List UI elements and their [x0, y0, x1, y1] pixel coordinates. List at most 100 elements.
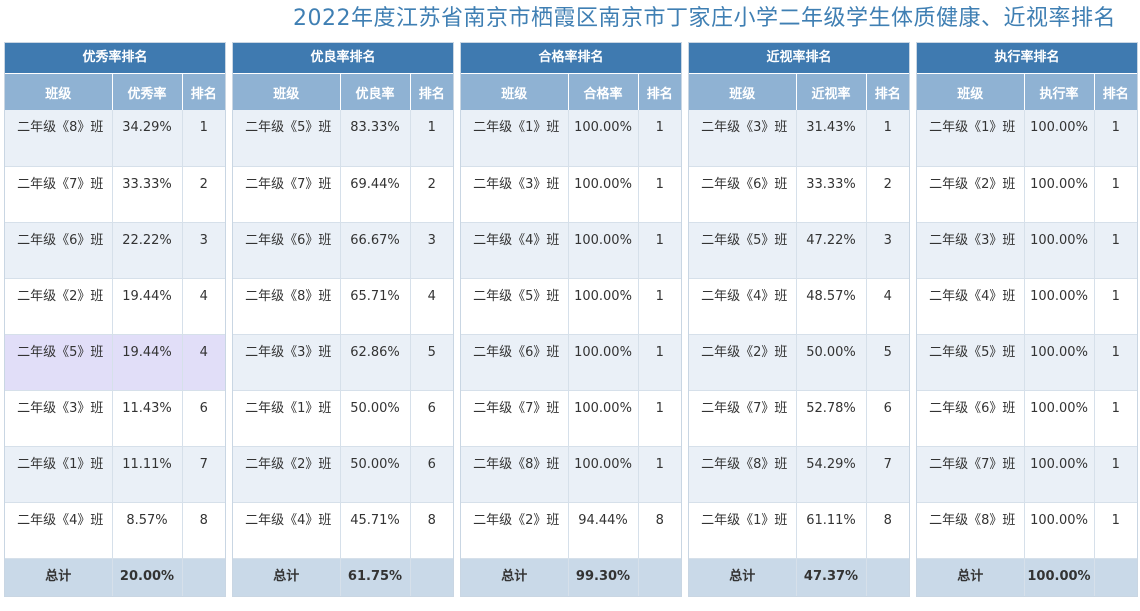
table-row[interactable]: 二年级《4》班 48.57% 4	[689, 278, 909, 335]
total-row: 总计 20.00%	[5, 558, 225, 596]
table-row-highlighted[interactable]: 二年级《5》班 19.44% 4	[5, 334, 225, 391]
column-header-class[interactable]: 班级	[689, 74, 797, 110]
total-value: 20.00%	[112, 558, 183, 596]
rate-cell: 11.11%	[112, 446, 183, 503]
rate-cell: 94.44%	[568, 502, 639, 559]
column-header-class[interactable]: 班级	[461, 74, 569, 110]
rate-cell: 65.71%	[340, 278, 411, 335]
column-header-rank[interactable]: 排名	[182, 74, 225, 110]
table-row[interactable]: 二年级《2》班 50.00% 6	[233, 446, 453, 503]
total-row: 总计 100.00%	[917, 558, 1137, 596]
column-header-rate[interactable]: 合格率	[568, 74, 639, 110]
column-header-rate[interactable]: 优良率	[340, 74, 411, 110]
table-row[interactable]: 二年级《5》班 100.00% 1	[461, 278, 681, 335]
rate-cell: 52.78%	[796, 390, 867, 447]
table-row[interactable]: 二年级《8》班 65.71% 4	[233, 278, 453, 335]
total-label: 总计	[917, 558, 1025, 596]
rate-cell: 100.00%	[1024, 110, 1095, 167]
table-row[interactable]: 二年级《7》班 100.00% 1	[461, 390, 681, 447]
rank-cell: 1	[638, 166, 681, 223]
rate-cell: 45.71%	[340, 502, 411, 559]
column-header-rank[interactable]: 排名	[638, 74, 681, 110]
class-cell: 二年级《1》班	[917, 110, 1025, 167]
table-row[interactable]: 二年级《6》班 100.00% 1	[461, 334, 681, 391]
table-row[interactable]: 二年级《2》班 94.44% 8	[461, 502, 681, 559]
class-cell: 二年级《2》班	[233, 446, 341, 503]
rank-cell: 2	[182, 166, 225, 223]
class-cell: 二年级《5》班	[689, 222, 797, 279]
rank-cell: 7	[866, 446, 909, 503]
table-row[interactable]: 二年级《2》班 100.00% 1	[917, 166, 1137, 223]
rate-cell: 19.44%	[112, 334, 183, 391]
table-row[interactable]: 二年级《7》班 33.33% 2	[5, 166, 225, 223]
column-header-class[interactable]: 班级	[5, 74, 113, 110]
table-row[interactable]: 二年级《1》班 61.11% 8	[689, 502, 909, 559]
table-row[interactable]: 二年级《6》班 66.67% 3	[233, 222, 453, 279]
table-row[interactable]: 二年级《1》班 100.00% 1	[461, 110, 681, 167]
panel-excellent-rate: 优秀率排名 班级 优秀率 排名 二年级《8》班 34.29% 1 二年级《7》班 33…	[4, 42, 226, 597]
table-row[interactable]: 二年级《5》班 83.33% 1	[233, 110, 453, 167]
table-row[interactable]: 二年级《3》班 31.43% 1	[689, 110, 909, 167]
table-row[interactable]: 二年级《4》班 100.00% 1	[461, 222, 681, 279]
class-cell: 二年级《5》班	[5, 334, 113, 391]
table-row[interactable]: 二年级《6》班 100.00% 1	[917, 390, 1137, 447]
column-header-rate[interactable]: 优秀率	[112, 74, 183, 110]
table-row[interactable]: 二年级《2》班 50.00% 5	[689, 334, 909, 391]
table-row[interactable]: 二年级《7》班 69.44% 2	[233, 166, 453, 223]
rank-cell: 2	[410, 166, 453, 223]
rate-cell: 66.67%	[340, 222, 411, 279]
table-row[interactable]: 二年级《5》班 47.22% 3	[689, 222, 909, 279]
table-row[interactable]: 二年级《3》班 100.00% 1	[461, 166, 681, 223]
table-row[interactable]: 二年级《3》班 11.43% 6	[5, 390, 225, 447]
column-header-class[interactable]: 班级	[233, 74, 341, 110]
column-header-rate[interactable]: 近视率	[796, 74, 867, 110]
table-row[interactable]: 二年级《1》班 100.00% 1	[917, 110, 1137, 167]
ranking-table: 班级 近视率 排名 二年级《3》班 31.43% 1 二年级《6》班 33.33% 2 …	[689, 74, 909, 596]
table-row[interactable]: 二年级《7》班 52.78% 6	[689, 390, 909, 447]
rank-cell: 1	[1094, 446, 1137, 503]
table-row[interactable]: 二年级《3》班 100.00% 1	[917, 222, 1137, 279]
rank-cell: 1	[638, 222, 681, 279]
total-rank-empty	[182, 558, 225, 596]
table-row[interactable]: 二年级《8》班 54.29% 7	[689, 446, 909, 503]
rank-cell: 7	[182, 446, 225, 503]
rank-cell: 1	[638, 446, 681, 503]
column-header-rank[interactable]: 排名	[410, 74, 453, 110]
column-header-rank[interactable]: 排名	[866, 74, 909, 110]
panel-myopia-rate: 近视率排名 班级 近视率 排名 二年级《3》班 31.43% 1 二年级《6》班 33…	[688, 42, 910, 597]
rank-cell: 1	[1094, 166, 1137, 223]
total-label: 总计	[233, 558, 341, 596]
table-row[interactable]: 二年级《1》班 11.11% 7	[5, 446, 225, 503]
table-row[interactable]: 二年级《7》班 100.00% 1	[917, 446, 1137, 503]
total-label: 总计	[689, 558, 797, 596]
table-row[interactable]: 二年级《5》班 100.00% 1	[917, 334, 1137, 391]
table-row[interactable]: 二年级《4》班 45.71% 8	[233, 502, 453, 559]
table-row[interactable]: 二年级《8》班 100.00% 1	[461, 446, 681, 503]
table-row[interactable]: 二年级《4》班 100.00% 1	[917, 278, 1137, 335]
table-row[interactable]: 二年级《8》班 100.00% 1	[917, 502, 1137, 559]
rate-cell: 50.00%	[340, 446, 411, 503]
class-cell: 二年级《2》班	[5, 278, 113, 335]
total-label: 总计	[5, 558, 113, 596]
rate-cell: 100.00%	[1024, 222, 1095, 279]
total-value: 61.75%	[340, 558, 411, 596]
table-row[interactable]: 二年级《8》班 34.29% 1	[5, 110, 225, 167]
rank-cell: 3	[866, 222, 909, 279]
table-row[interactable]: 二年级《6》班 33.33% 2	[689, 166, 909, 223]
rate-cell: 54.29%	[796, 446, 867, 503]
total-value: 47.37%	[796, 558, 867, 596]
rate-cell: 33.33%	[112, 166, 183, 223]
ranking-table: 班级 优秀率 排名 二年级《8》班 34.29% 1 二年级《7》班 33.33% 2 …	[5, 74, 225, 596]
column-header-class[interactable]: 班级	[917, 74, 1025, 110]
rate-cell: 19.44%	[112, 278, 183, 335]
table-row[interactable]: 二年级《1》班 50.00% 6	[233, 390, 453, 447]
table-row[interactable]: 二年级《6》班 22.22% 3	[5, 222, 225, 279]
class-cell: 二年级《3》班	[917, 222, 1025, 279]
column-header-rank[interactable]: 排名	[1094, 74, 1137, 110]
panel-execution-rate: 执行率排名 班级 执行率 排名 二年级《1》班 100.00% 1 二年级《2》班 1…	[916, 42, 1138, 597]
table-row[interactable]: 二年级《4》班 8.57% 8	[5, 502, 225, 559]
table-row[interactable]: 二年级《3》班 62.86% 5	[233, 334, 453, 391]
table-row[interactable]: 二年级《2》班 19.44% 4	[5, 278, 225, 335]
class-cell: 二年级《1》班	[689, 502, 797, 559]
column-header-rate[interactable]: 执行率	[1024, 74, 1095, 110]
